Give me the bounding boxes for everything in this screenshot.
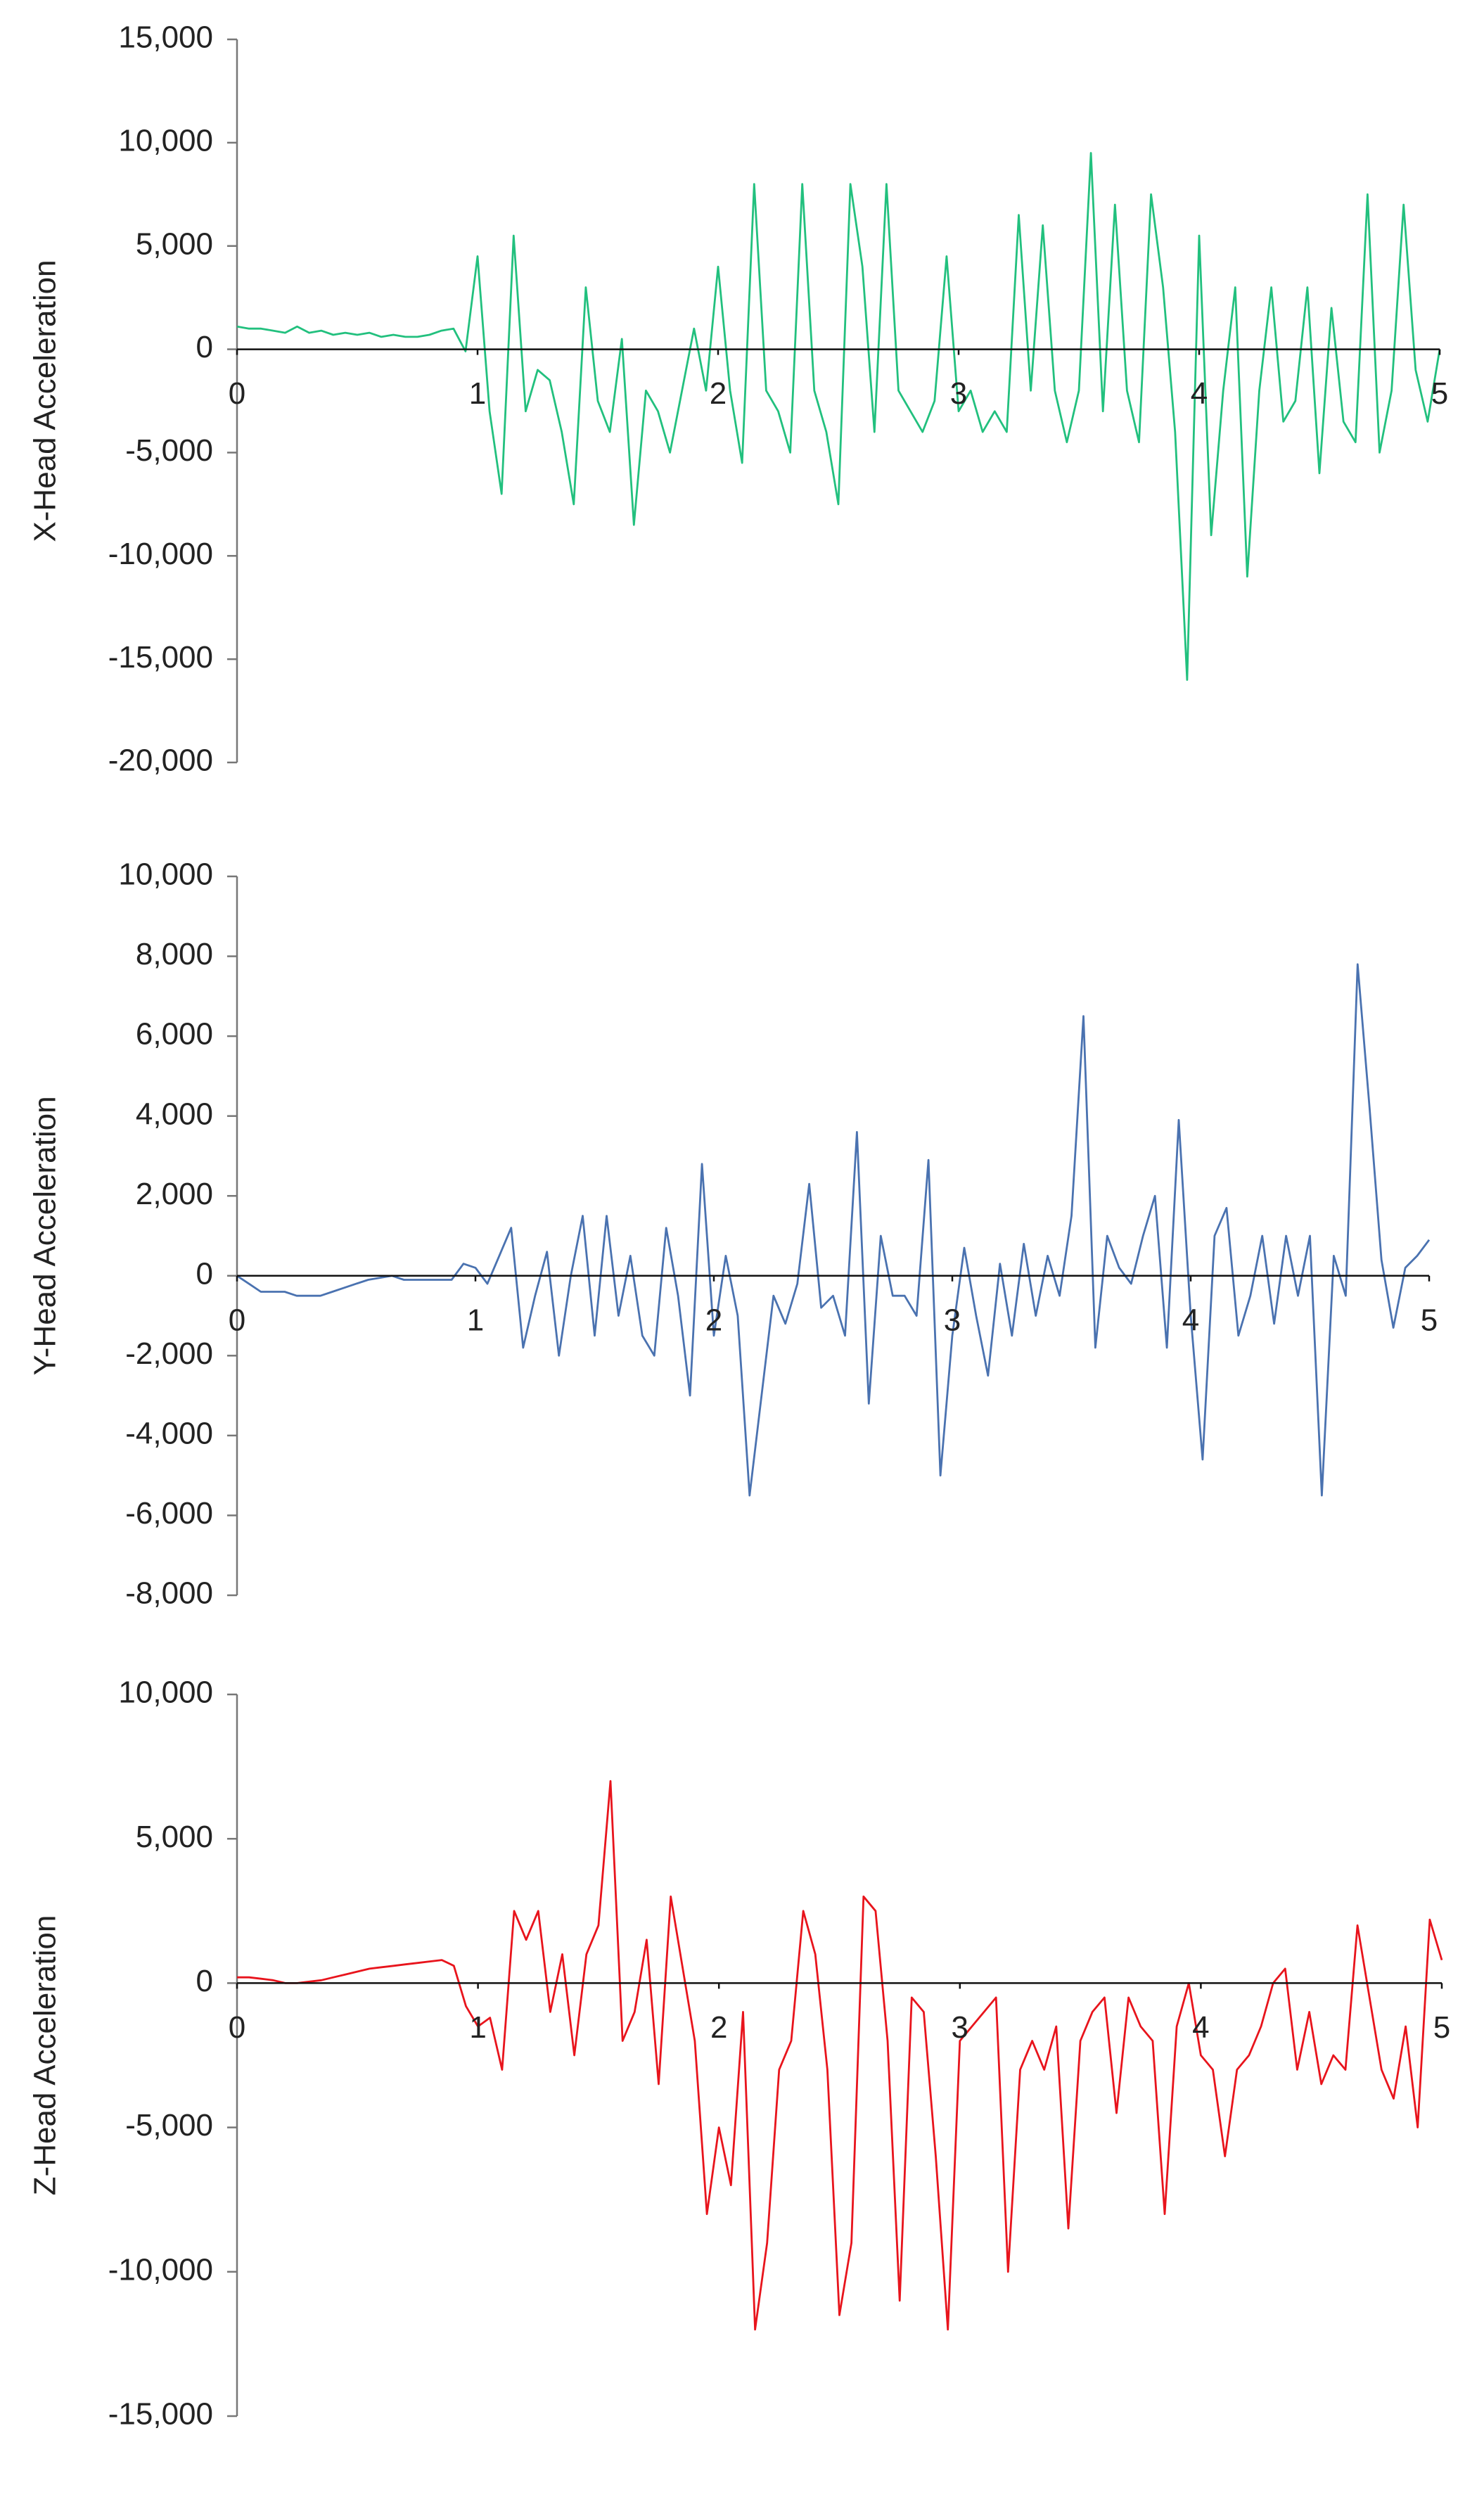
- data-line: [236, 152, 1441, 681]
- y-tick-label: -4,000: [125, 1417, 213, 1451]
- y-tick-label: 0: [196, 1964, 213, 1998]
- y-tick-label: 8,000: [136, 937, 213, 971]
- y-tick-label: 10,000: [118, 123, 213, 158]
- x-tick-label: 0: [229, 2010, 245, 2045]
- chart: -20,000 -15,000 -10,000 -5,000 0 5,000 10,000 1…: [28, 20, 1449, 778]
- y-tick-label: 2,000: [136, 1177, 213, 1211]
- y-tick-label: -10,000: [108, 537, 213, 571]
- y-tick-label: 5,000: [136, 226, 213, 261]
- y-axis-title: X-Head Acceleration: [28, 260, 63, 542]
- x-tick-label: 2: [710, 2010, 727, 2045]
- x-tick-label: 1: [469, 2010, 486, 2045]
- y-axis-title: Z-Head Acceleration: [28, 1915, 63, 2196]
- y-tick-label: 5,000: [136, 1820, 213, 1854]
- y-tick-label: 6,000: [136, 1017, 213, 1052]
- x-tick-label: 2: [705, 1303, 722, 1337]
- x-tick-label: 3: [950, 376, 967, 411]
- y-tick-label: -8,000: [125, 1576, 213, 1611]
- chart: -15,000 -10,000 -5,000 0 5,000 10,000 0 1 2 3 4 5 Z-…: [28, 1675, 1451, 2432]
- y-tick-label: 4,000: [136, 1097, 213, 1131]
- y-tick-label: -6,000: [125, 1496, 213, 1531]
- x-tick-label: 5: [1431, 376, 1448, 411]
- x-tick-label: 5: [1433, 2010, 1450, 2045]
- x-tick-label: 0: [229, 376, 245, 411]
- x-tick-label: 3: [944, 1303, 961, 1337]
- y-tick-label: 15,000: [118, 20, 213, 55]
- data-line: [237, 1780, 1443, 2331]
- x-tick-label: 4: [1191, 376, 1208, 411]
- x-tick-label: 0: [229, 1303, 245, 1337]
- x-tick-label: 4: [1182, 1303, 1199, 1337]
- y-tick-label: 0: [196, 1256, 213, 1291]
- x-tick-label: 2: [710, 376, 727, 411]
- y-tick-label: -10,000: [108, 2252, 213, 2287]
- y-tick-label: -5,000: [125, 2108, 213, 2142]
- y-tick-label: 10,000: [118, 857, 213, 892]
- x-tick-label: 1: [467, 1303, 484, 1337]
- y-axis-title: Y-Head Acceleration: [28, 1096, 63, 1375]
- y-tick-label: 10,000: [118, 1675, 213, 1710]
- y-tick-label: -5,000: [125, 433, 213, 468]
- y-tick-label: -20,000: [108, 743, 213, 778]
- x-tick-label: 1: [469, 376, 486, 411]
- y-tick-label: -15,000: [108, 2397, 213, 2432]
- y-tick-label: -15,000: [108, 640, 213, 675]
- x-tick-label: 3: [952, 2010, 968, 2045]
- x-tick-label: 4: [1192, 2010, 1209, 2045]
- y-tick-label: 0: [196, 330, 213, 364]
- x-tick-label: 5: [1421, 1303, 1438, 1337]
- y-tick-label: -2,000: [125, 1336, 213, 1371]
- data-line: [236, 963, 1431, 1497]
- chart: -8,000 -6,000 -4,000 -2,000 0 2,000 4,000 6,000…: [28, 857, 1438, 1611]
